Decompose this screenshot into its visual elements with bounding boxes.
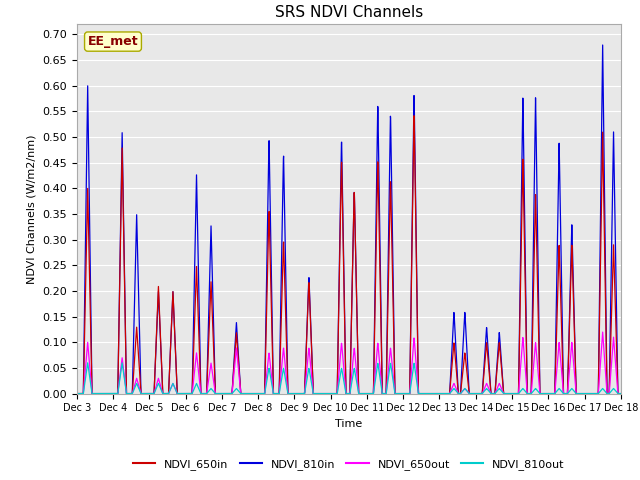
Text: EE_met: EE_met — [88, 35, 138, 48]
Y-axis label: NDVI Channels (W/m2/nm): NDVI Channels (W/m2/nm) — [27, 134, 36, 284]
Title: SRS NDVI Channels: SRS NDVI Channels — [275, 5, 423, 20]
X-axis label: Time: Time — [335, 419, 362, 429]
Legend: NDVI_650in, NDVI_810in, NDVI_650out, NDVI_810out: NDVI_650in, NDVI_810in, NDVI_650out, NDV… — [129, 455, 569, 474]
